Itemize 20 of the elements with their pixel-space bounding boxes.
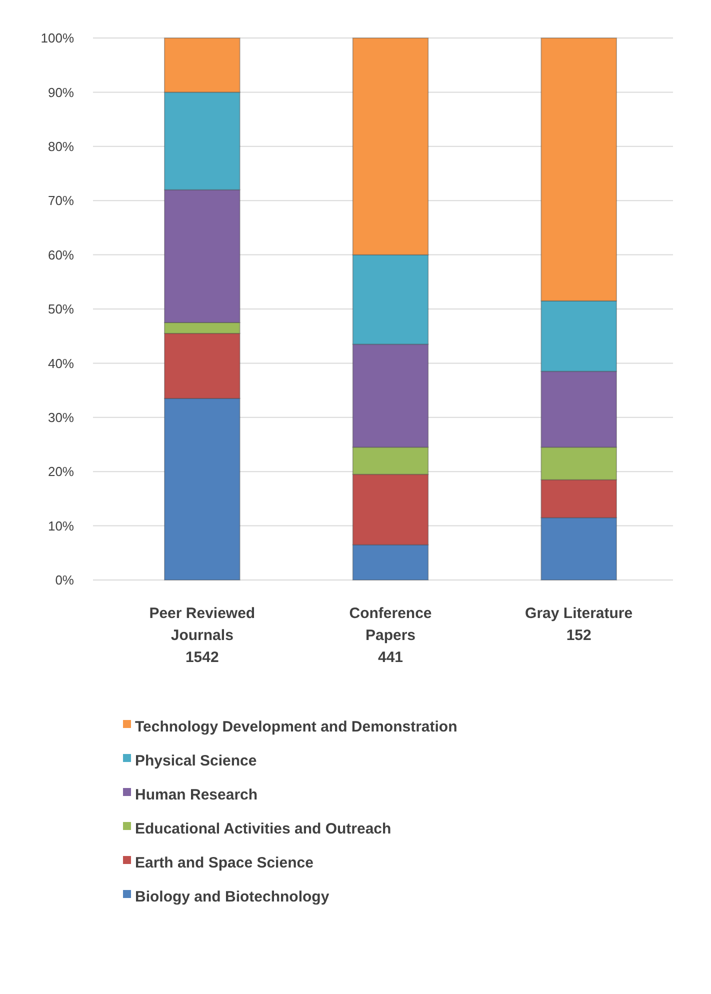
x-tick-label: Peer Reviewed Journals 1542 [149,605,256,666]
y-tick-label: 60% [48,247,74,262]
y-tick-label: 80% [48,138,74,154]
x-tick-label: Gray Literature 152 [525,605,633,644]
y-tick-label: 70% [48,193,74,208]
y-tick-label: 10% [48,518,74,534]
legend-label: Earth and Space Science [135,854,314,872]
y-tick-label: 0% [55,572,74,588]
x-tick-label: Conference Papers 441 [349,605,432,666]
legend-label: Biology and Biotechnology [135,888,330,906]
legend-label: Physical Science [135,752,257,770]
legend-label: Educational Activities and Outreach [135,820,392,838]
y-tick-label: 30% [48,410,74,425]
legend-label: Human Research [135,786,258,804]
y-tick-label: 90% [48,84,74,100]
y-tick-label: 40% [48,356,74,371]
y-tick-label: 50% [48,302,74,317]
legend-label: Technology Development and Demonstration [135,718,458,736]
y-tick-label: 20% [48,464,74,480]
y-tick-label: 100% [40,30,74,46]
